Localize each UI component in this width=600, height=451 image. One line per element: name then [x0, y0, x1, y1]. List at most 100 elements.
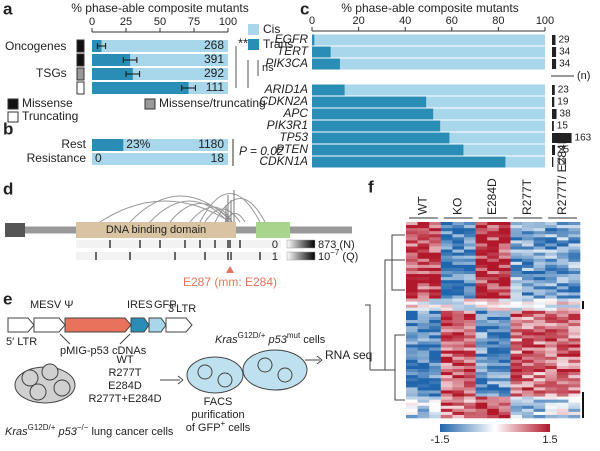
n-label: 34 [559, 47, 571, 58]
heat-cell [510, 323, 523, 327]
heat-cell [406, 332, 418, 336]
heat-cell [510, 274, 523, 278]
heat-cell [533, 292, 546, 296]
heat-cell [429, 353, 442, 358]
heat-cell [522, 320, 534, 324]
heat-cell [510, 369, 523, 373]
heat-cell [545, 402, 558, 407]
heat-cell [545, 390, 558, 394]
heat-cell [510, 329, 523, 333]
trans-bar [312, 120, 441, 132]
heat-cell [545, 332, 558, 336]
heat-cell [440, 310, 453, 315]
heat-cell [429, 246, 442, 250]
heat-cell [475, 408, 488, 413]
cis-bar [312, 58, 545, 70]
heat-cell [464, 255, 476, 260]
heat-cell [406, 359, 418, 364]
heat-cell [568, 261, 581, 266]
heat-cell [498, 307, 511, 312]
cis-bar [92, 139, 228, 151]
heat-cell [510, 283, 523, 287]
heat-cell [452, 316, 465, 321]
heat-cell [510, 313, 523, 318]
column-label: E284D [485, 178, 499, 215]
heat-cell [452, 344, 465, 348]
heat-cell [429, 338, 442, 342]
superscript: G12D/+ [28, 423, 56, 432]
legend-label: Missense/truncating [159, 96, 266, 110]
heat-cell [475, 298, 488, 302]
heat-cell [498, 399, 511, 403]
heat-cell [475, 350, 488, 354]
panel-label: a [3, 0, 13, 18]
heat-cell [545, 326, 558, 330]
heat-cell [510, 298, 523, 302]
heat-cell [464, 240, 476, 244]
group-label: TSGs [36, 66, 67, 80]
heat-cell [556, 350, 569, 354]
heat-cell [406, 225, 418, 229]
heat-cell [452, 267, 465, 272]
heat-cell [487, 295, 500, 299]
heat-cell [440, 234, 453, 238]
colorbar-tick: 1.5 [542, 434, 557, 446]
legend-swatch [248, 24, 259, 35]
heat-cell [475, 301, 488, 305]
heat-cell [475, 411, 488, 416]
heat-cell [545, 393, 558, 397]
heat-cell [522, 387, 534, 391]
heat-cell [487, 292, 500, 296]
heat-cell [487, 359, 500, 364]
heat-cell [533, 231, 546, 235]
heat-cell [417, 375, 430, 379]
heat-cell [417, 264, 430, 269]
heat-cell [440, 393, 453, 397]
cis-bar [312, 84, 545, 96]
heat-cell [533, 362, 546, 367]
heat-cell [533, 329, 546, 333]
heat-cell [545, 323, 558, 327]
heat-cell [406, 295, 418, 299]
heat-cell [464, 277, 476, 281]
heat-cell [545, 246, 558, 250]
heat-cell [533, 396, 546, 400]
heat-cell [545, 222, 558, 226]
sig-brackets [235, 46, 259, 88]
heat-cell [545, 231, 558, 235]
heat-cell [533, 271, 546, 275]
heat-cell [452, 372, 465, 376]
heat-cell [533, 277, 546, 281]
heat-cell [464, 365, 476, 370]
heat-cell [429, 277, 442, 281]
heat-cell [556, 228, 569, 232]
heat-cell [498, 411, 511, 416]
heat-cell [568, 286, 581, 290]
heat-cell [487, 304, 500, 309]
n-label: 38 [560, 109, 572, 120]
heat-cell [417, 347, 430, 351]
heat-cell [487, 320, 500, 324]
heat-cell [568, 384, 581, 388]
heat-cell [510, 228, 523, 232]
heat-cell [556, 255, 569, 260]
heat-cell [440, 304, 453, 309]
heat-cell [522, 344, 534, 348]
heat-cell [487, 350, 500, 354]
heat-cell [429, 372, 442, 376]
heat-cell [452, 393, 465, 397]
heat-cell [440, 249, 453, 253]
heat-cell [533, 335, 546, 339]
heat-cell [487, 387, 500, 391]
heat-cell [510, 372, 523, 376]
heat-cell [568, 307, 581, 312]
heat-cell [510, 255, 523, 260]
heat-cell [417, 298, 430, 302]
heat-cell [568, 347, 581, 351]
heat-cell [440, 231, 453, 235]
heat-cell [556, 402, 569, 407]
heat-cell [522, 234, 534, 238]
heat-cell [406, 246, 418, 250]
trans-bar [312, 84, 345, 96]
heat-cell [568, 280, 581, 284]
